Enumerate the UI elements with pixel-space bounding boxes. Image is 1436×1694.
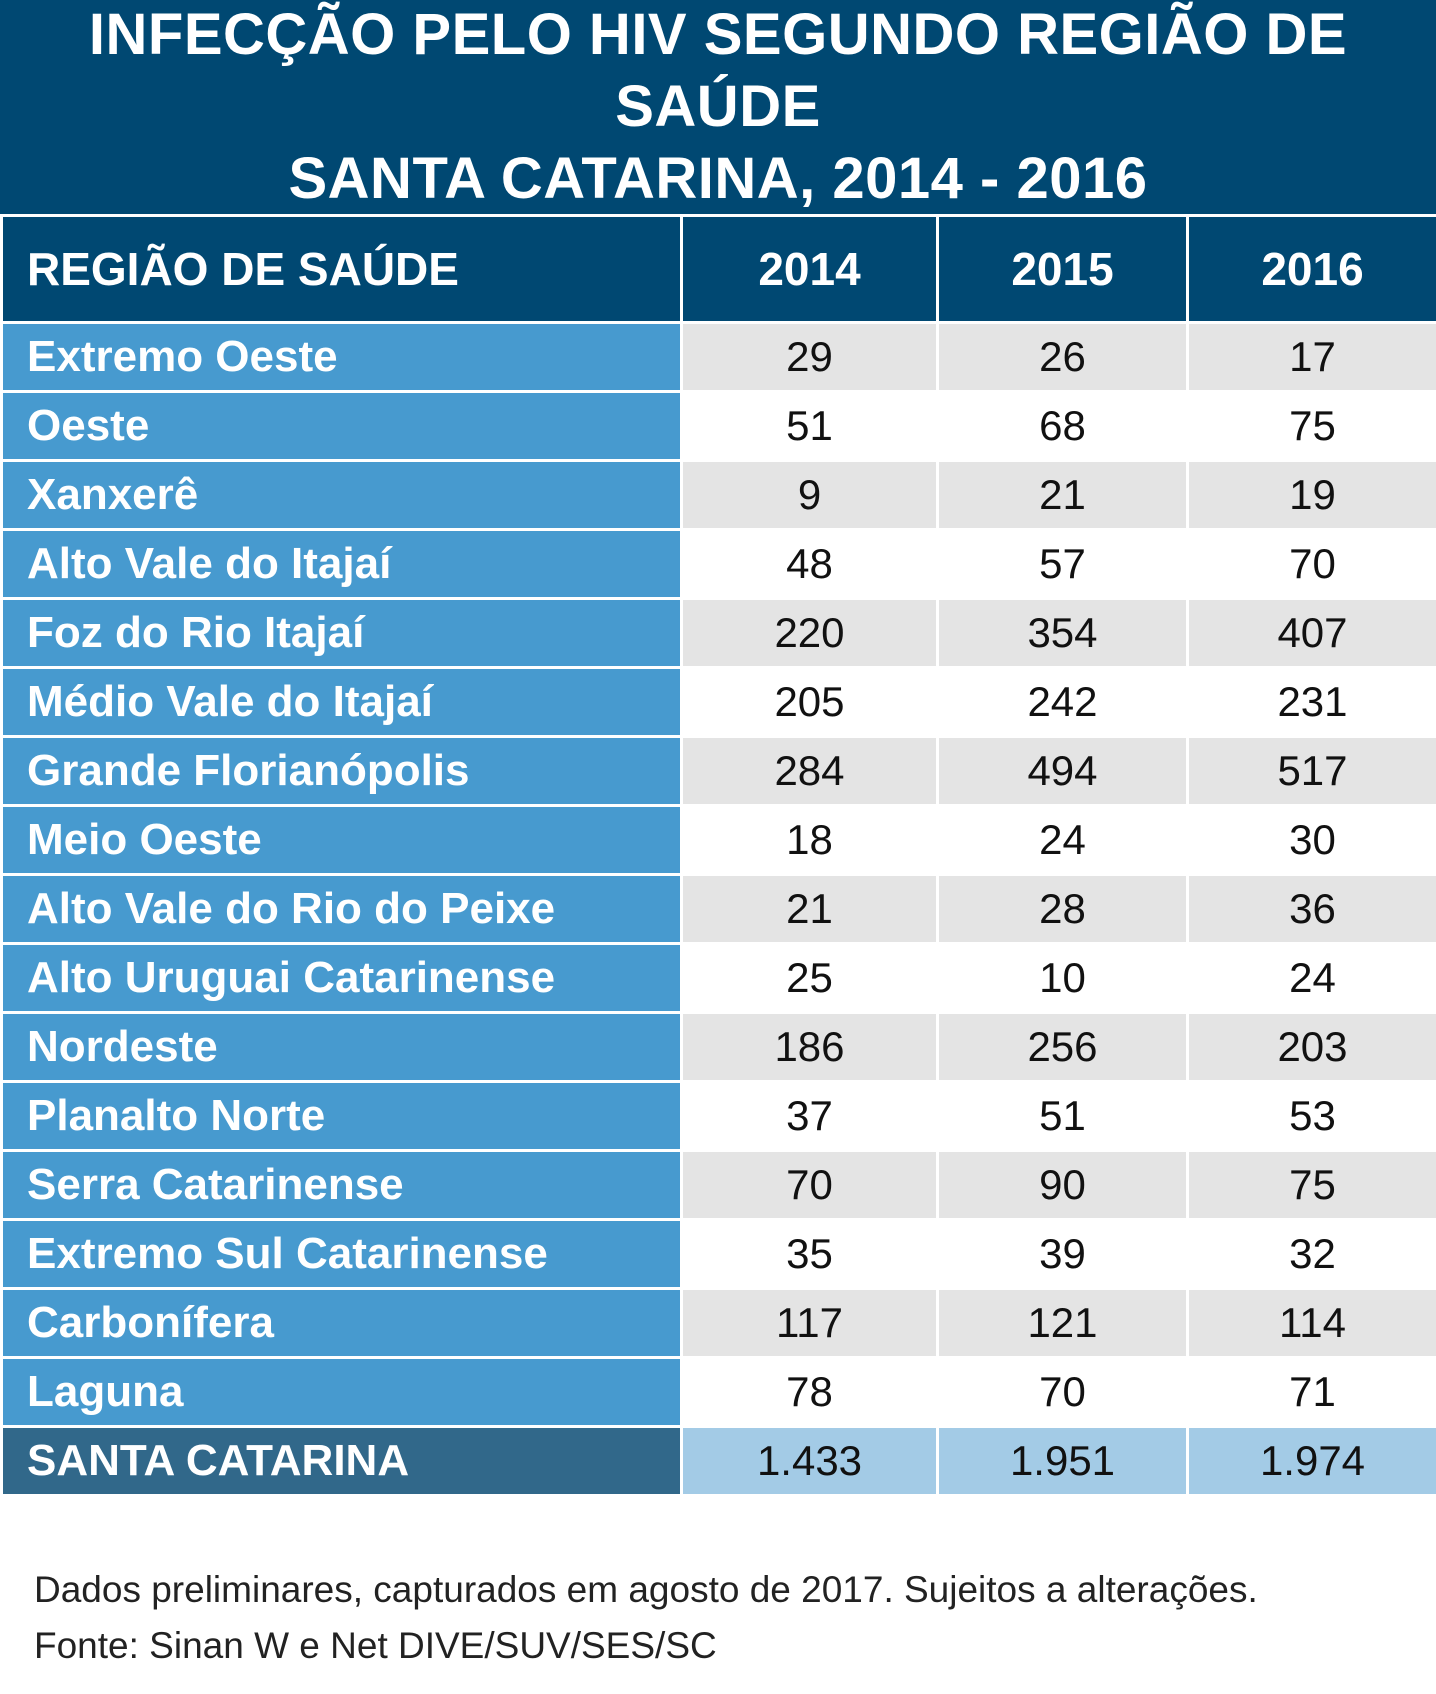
value-cell: 242 — [936, 666, 1189, 738]
value-cell: 205 — [680, 666, 939, 738]
value-cell: 24 — [1186, 942, 1436, 1014]
table-row: Oeste 51 68 75 — [0, 390, 1436, 462]
region-cell: Alto Vale do Itajaí — [0, 528, 683, 600]
value-cell: 70 — [1186, 528, 1436, 600]
value-cell: 48 — [680, 528, 939, 600]
region-cell: Xanxerê — [0, 459, 683, 531]
title-line-2: SANTA CATARINA, 2014 - 2016 — [288, 146, 1148, 211]
total-value-cell: 1.974 — [1186, 1425, 1436, 1497]
value-cell: 30 — [1186, 804, 1436, 876]
value-cell: 114 — [1186, 1287, 1436, 1359]
footnotes: Dados preliminares, capturados em agosto… — [34, 1562, 1414, 1674]
table-row: Alto Vale do Rio do Peixe 21 28 36 — [0, 873, 1436, 945]
value-cell: 90 — [936, 1149, 1189, 1221]
total-value-cell: 1.433 — [680, 1425, 939, 1497]
value-cell: 231 — [1186, 666, 1436, 738]
table-row: Alto Vale do Itajaí 48 57 70 — [0, 528, 1436, 600]
table-row: Laguna 78 70 71 — [0, 1356, 1436, 1428]
value-cell: 28 — [936, 873, 1189, 945]
value-cell: 10 — [936, 942, 1189, 1014]
column-header-2016: 2016 — [1186, 214, 1436, 324]
table-row: Alto Uruguai Catarinense 25 10 24 — [0, 942, 1436, 1014]
table-row: Planalto Norte 37 51 53 — [0, 1080, 1436, 1152]
title-line-1: INFECÇÃO PELO HIV SEGUNDO REGIÃO DE SAÚD… — [88, 2, 1348, 139]
value-cell: 186 — [680, 1011, 939, 1083]
table-row: Meio Oeste 18 24 30 — [0, 804, 1436, 876]
value-cell: 70 — [936, 1356, 1189, 1428]
value-cell: 78 — [680, 1356, 939, 1428]
value-cell: 407 — [1186, 597, 1436, 669]
value-cell: 29 — [680, 321, 939, 393]
table-row: Carbonífera 117 121 114 — [0, 1287, 1436, 1359]
value-cell: 354 — [936, 597, 1189, 669]
table-row: Serra Catarinense 70 90 75 — [0, 1149, 1436, 1221]
value-cell: 39 — [936, 1218, 1189, 1290]
value-cell: 284 — [680, 735, 939, 807]
region-cell: Extremo Sul Catarinense — [0, 1218, 683, 1290]
value-cell: 68 — [936, 390, 1189, 462]
region-cell: Carbonífera — [0, 1287, 683, 1359]
value-cell: 51 — [936, 1080, 1189, 1152]
value-cell: 32 — [1186, 1218, 1436, 1290]
value-cell: 220 — [680, 597, 939, 669]
column-header-region: REGIÃO DE SAÚDE — [0, 214, 683, 324]
value-cell: 57 — [936, 528, 1189, 600]
header-row: REGIÃO DE SAÚDE 2014 2015 2016 — [0, 214, 1436, 324]
region-cell: Foz do Rio Itajaí — [0, 597, 683, 669]
column-header-2014: 2014 — [680, 214, 939, 324]
total-label-cell: SANTA CATARINA — [0, 1425, 683, 1497]
value-cell: 53 — [1186, 1080, 1436, 1152]
value-cell: 494 — [936, 735, 1189, 807]
data-table: REGIÃO DE SAÚDE 2014 2015 2016 Extremo O… — [0, 214, 1436, 1497]
table-row: Nordeste 186 256 203 — [0, 1011, 1436, 1083]
total-value-cell: 1.951 — [936, 1425, 1189, 1497]
value-cell: 517 — [1186, 735, 1436, 807]
region-cell: Serra Catarinense — [0, 1149, 683, 1221]
region-cell: Alto Vale do Rio do Peixe — [0, 873, 683, 945]
table-row: Extremo Sul Catarinense 35 39 32 — [0, 1218, 1436, 1290]
column-header-2015: 2015 — [936, 214, 1189, 324]
value-cell: 21 — [936, 459, 1189, 531]
region-cell: Nordeste — [0, 1011, 683, 1083]
region-cell: Planalto Norte — [0, 1080, 683, 1152]
region-cell: Grande Florianópolis — [0, 735, 683, 807]
value-cell: 117 — [680, 1287, 939, 1359]
value-cell: 9 — [680, 459, 939, 531]
region-cell: Meio Oeste — [0, 804, 683, 876]
value-cell: 25 — [680, 942, 939, 1014]
title-banner: INFECÇÃO PELO HIV SEGUNDO REGIÃO DE SAÚD… — [0, 0, 1436, 214]
table-row: Xanxerê 9 21 19 — [0, 459, 1436, 531]
table-row: Extremo Oeste 29 26 17 — [0, 321, 1436, 393]
value-cell: 18 — [680, 804, 939, 876]
region-cell: Laguna — [0, 1356, 683, 1428]
region-cell: Médio Vale do Itajaí — [0, 666, 683, 738]
value-cell: 51 — [680, 390, 939, 462]
total-row: SANTA CATARINA 1.433 1.951 1.974 — [0, 1425, 1436, 1497]
note-preliminary: Dados preliminares, capturados em agosto… — [34, 1569, 1258, 1610]
value-cell: 71 — [1186, 1356, 1436, 1428]
value-cell: 35 — [680, 1218, 939, 1290]
table-row: Grande Florianópolis 284 494 517 — [0, 735, 1436, 807]
region-cell: Alto Uruguai Catarinense — [0, 942, 683, 1014]
value-cell: 17 — [1186, 321, 1436, 393]
region-cell: Oeste — [0, 390, 683, 462]
value-cell: 26 — [936, 321, 1189, 393]
value-cell: 70 — [680, 1149, 939, 1221]
value-cell: 75 — [1186, 1149, 1436, 1221]
value-cell: 203 — [1186, 1011, 1436, 1083]
value-cell: 37 — [680, 1080, 939, 1152]
table-row: Médio Vale do Itajaí 205 242 231 — [0, 666, 1436, 738]
value-cell: 121 — [936, 1287, 1189, 1359]
table-body: Extremo Oeste 29 26 17 Oeste 51 68 75 Xanxerê 9 21… — [0, 321, 1436, 1497]
note-source: Fonte: Sinan W e Net DIVE/SUV/SES/SC — [34, 1625, 717, 1666]
table-row: Foz do Rio Itajaí 220 354 407 — [0, 597, 1436, 669]
value-cell: 21 — [680, 873, 939, 945]
value-cell: 24 — [936, 804, 1189, 876]
value-cell: 75 — [1186, 390, 1436, 462]
value-cell: 256 — [936, 1011, 1189, 1083]
value-cell: 36 — [1186, 873, 1436, 945]
region-cell: Extremo Oeste — [0, 321, 683, 393]
value-cell: 19 — [1186, 459, 1436, 531]
